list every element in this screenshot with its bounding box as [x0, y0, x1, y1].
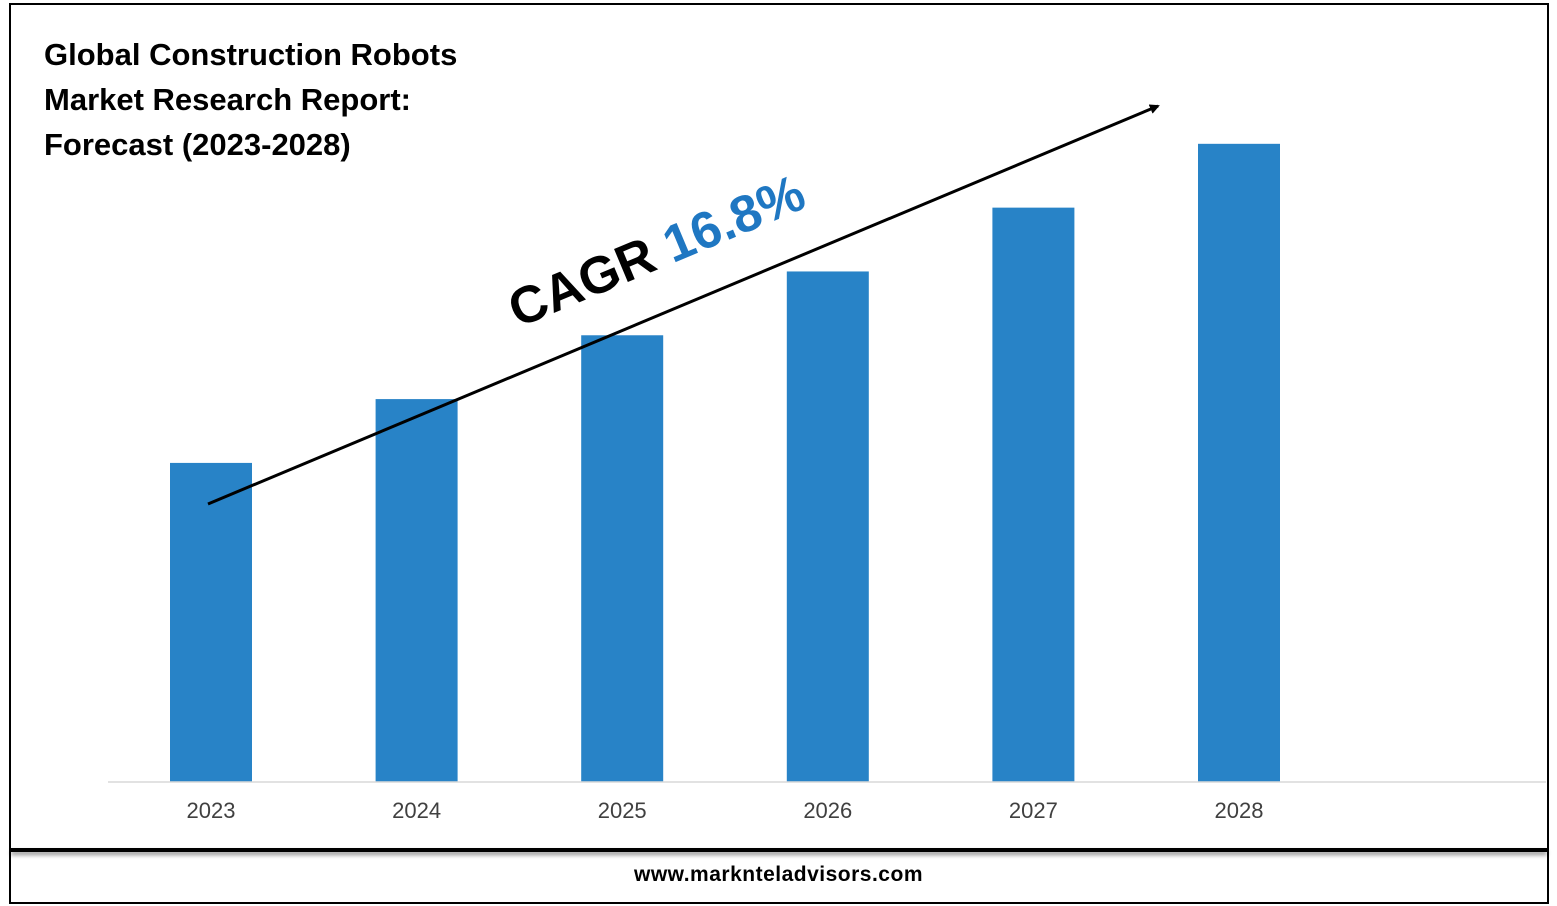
chart-frame [9, 3, 1549, 904]
bars-group [170, 143, 1280, 783]
x-tick-label-2026: 2026 [803, 798, 852, 823]
x-tick-label-2024: 2024 [392, 798, 441, 823]
footer-band [11, 848, 1547, 852]
footer-url: www.marknteladvisors.com [634, 863, 923, 886]
x-tick-label-2027: 2027 [1009, 798, 1058, 823]
x-tick-label-2023: 2023 [187, 798, 236, 823]
x-tick-label-2028: 2028 [1215, 798, 1264, 823]
chart-title: Global Construction Robots Market Resear… [44, 37, 458, 162]
cagr-annotation: CAGR 16.8% [500, 164, 813, 339]
trend-arrow [207, 104, 1160, 506]
x-tick-label-2025: 2025 [598, 798, 647, 823]
cagr-prefix: CAGR [500, 221, 677, 339]
bar-2025 [581, 335, 664, 782]
bar-2024 [375, 399, 458, 782]
bar-2023 [170, 462, 252, 782]
cagr-value: 16.8% [655, 164, 813, 274]
x-tick-labels: 2023 2024 2025 2026 2027 2028 [187, 798, 1264, 823]
bar-2027 [992, 207, 1075, 783]
bar-2026 [786, 271, 869, 782]
bar-2028 [1198, 143, 1280, 782]
